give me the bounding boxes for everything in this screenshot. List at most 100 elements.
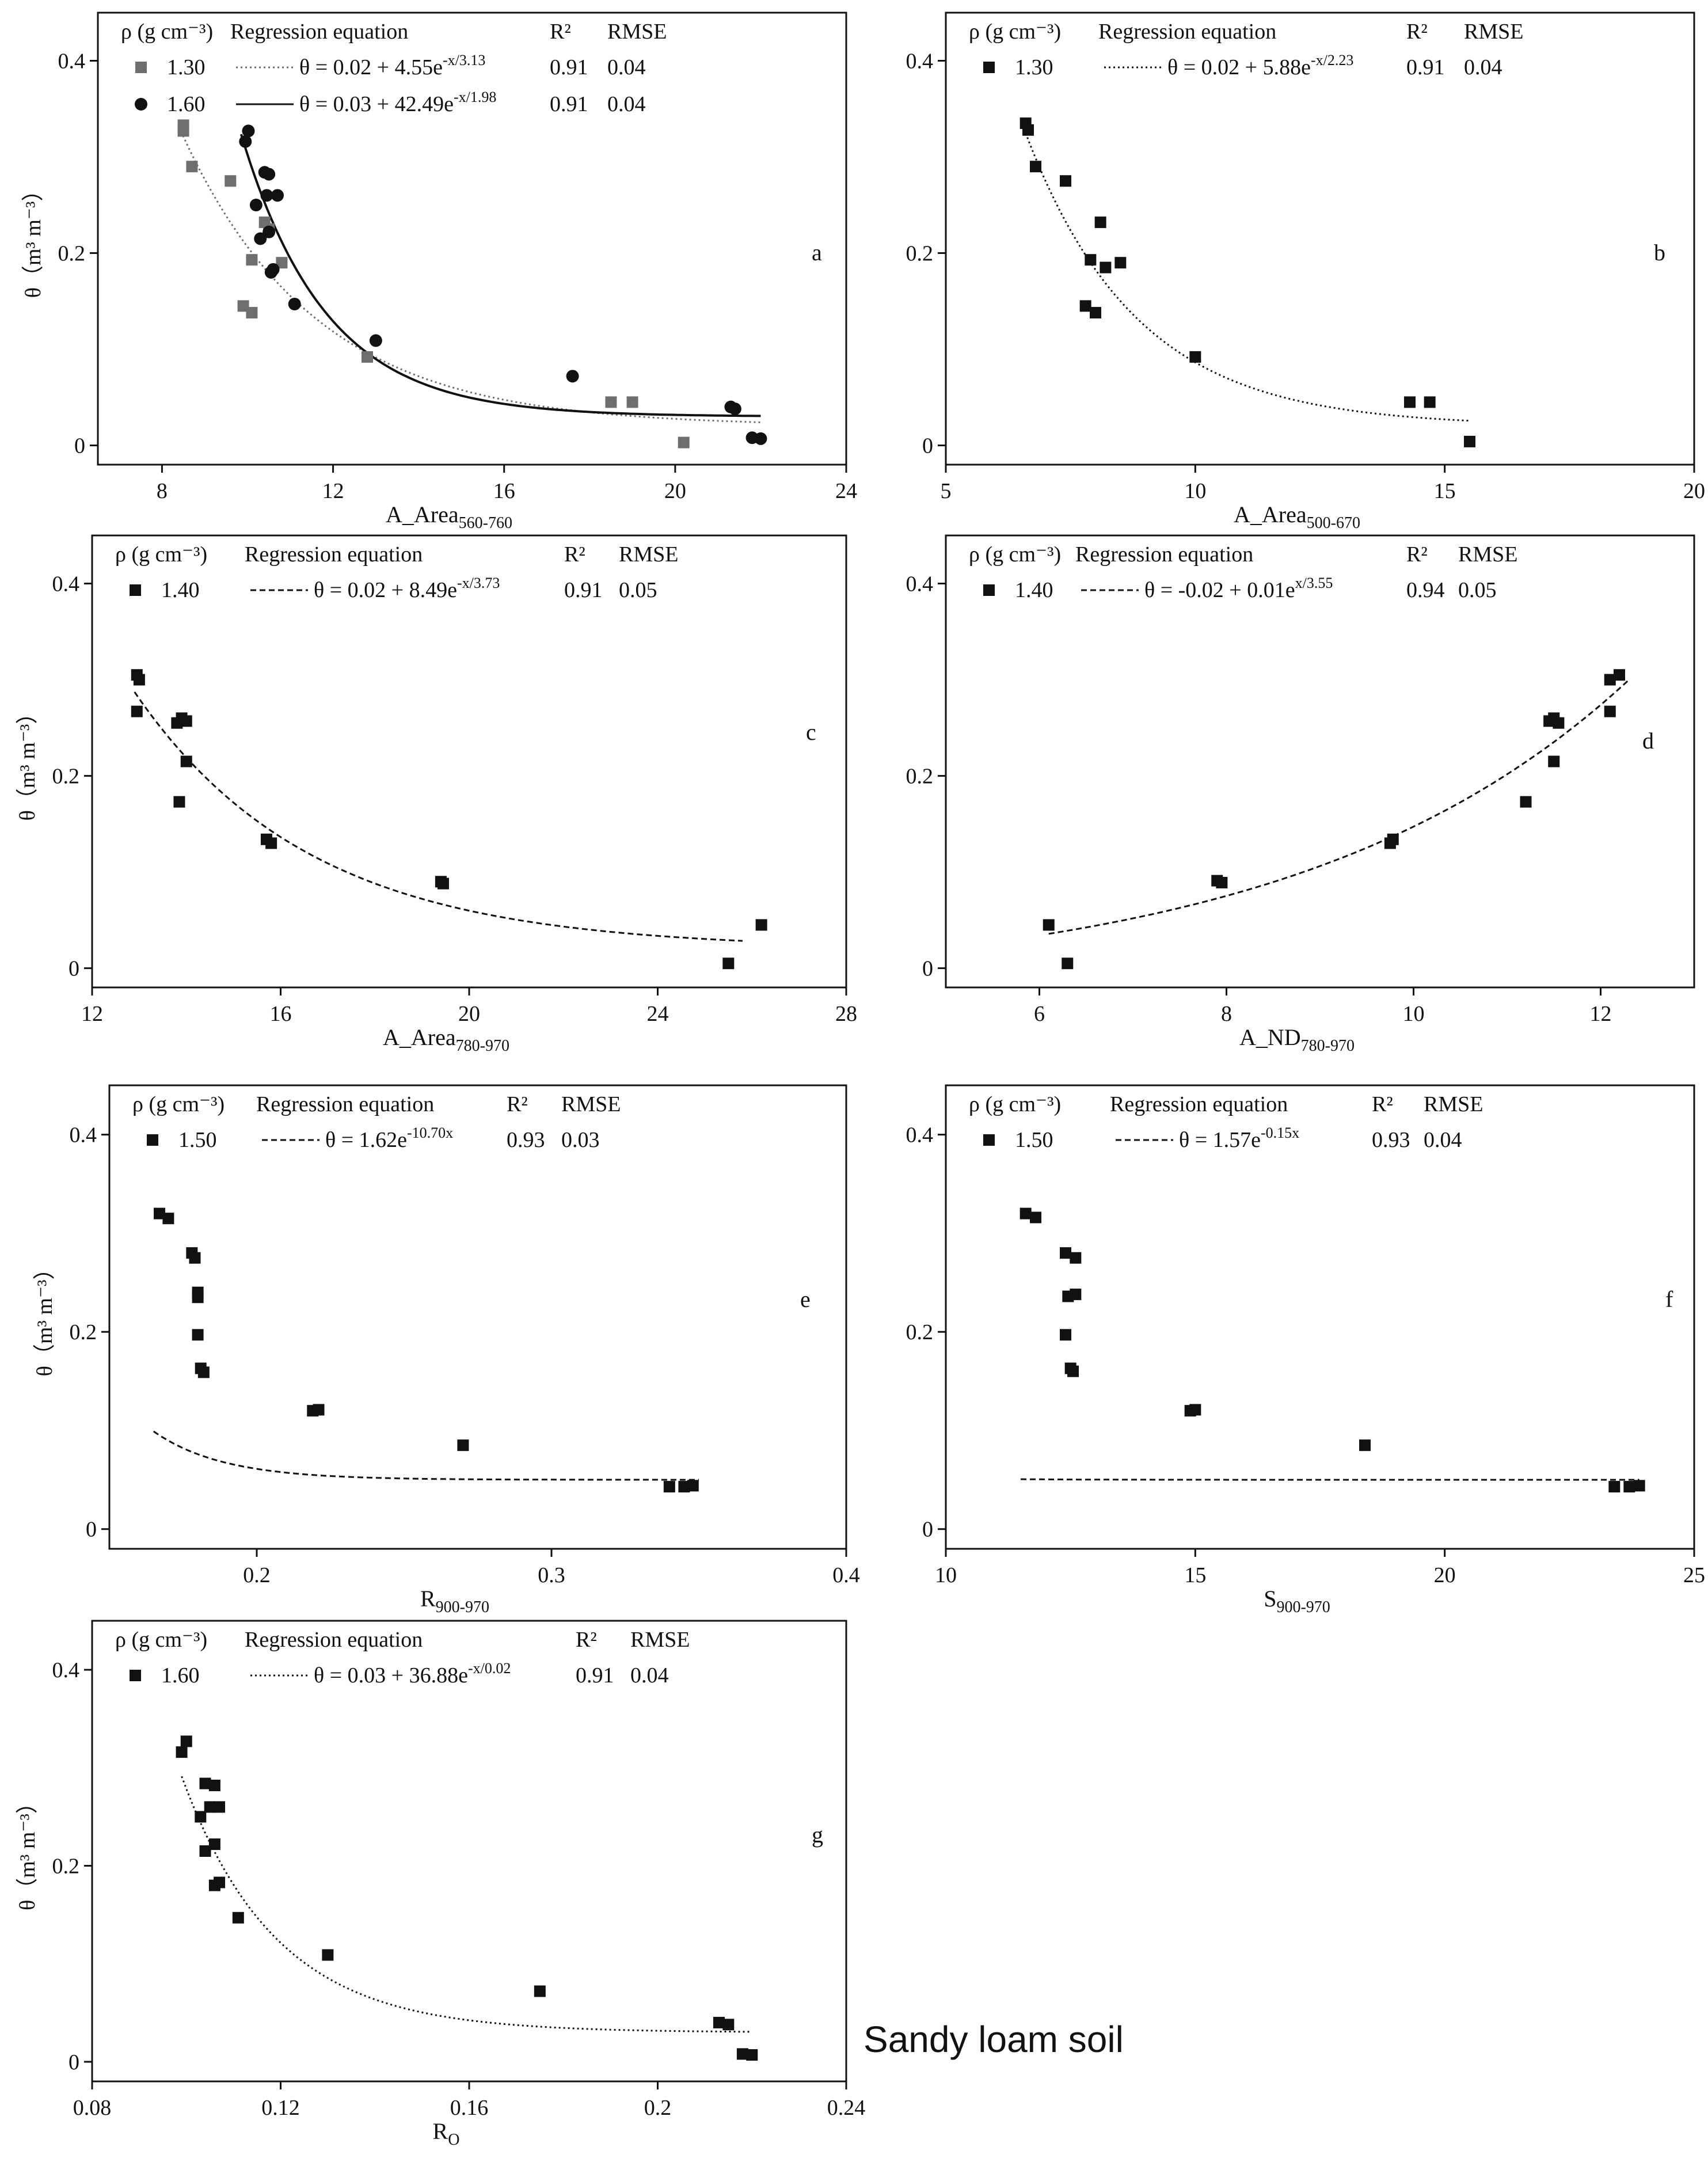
legend-header-rmse: RMSE <box>1458 542 1517 567</box>
legend-header-equation: Regression equation <box>1075 542 1253 567</box>
legend-rmse-value: 0.04 <box>607 92 646 116</box>
legend-header-r2: R² <box>576 1628 597 1652</box>
data-point <box>131 705 143 717</box>
data-point <box>1114 257 1127 269</box>
legend-header-density: ρ (g cm⁻³) <box>115 542 207 567</box>
y-axis-label: θ（m³ m⁻³） <box>21 180 45 298</box>
y-tick-label: 0.4 <box>70 1123 97 1148</box>
y-tick-label: 0.4 <box>906 50 934 74</box>
legend-r2-value: 0.91 <box>1406 55 1445 79</box>
data-point <box>1608 1481 1620 1493</box>
data-point <box>1216 876 1228 888</box>
data-point <box>605 396 617 408</box>
data-point <box>199 1845 211 1857</box>
x-axis-label: S900-970 <box>1264 1586 1330 1616</box>
legend-header-rmse: RMSE <box>561 1092 621 1116</box>
data-point <box>246 307 258 319</box>
x-tick-label: 0.3 <box>538 1563 565 1587</box>
panel-letter: g <box>812 1822 823 1848</box>
legend-equation: θ = 0.02 + 8.49e-x/3.73 <box>314 575 500 602</box>
data-point <box>208 1838 220 1851</box>
legend-density-value: 1.50 <box>178 1128 217 1152</box>
data-point <box>755 919 767 931</box>
data-point <box>369 334 382 347</box>
x-axis-label: A_Area500-670 <box>1234 501 1360 532</box>
y-tick-label: 0.2 <box>906 765 934 789</box>
data-point <box>180 1735 192 1747</box>
data-point <box>195 1811 207 1823</box>
y-tick-label: 0 <box>922 434 933 458</box>
data-point <box>265 837 277 849</box>
legend-r2-value: 0.91 <box>576 1663 614 1688</box>
data-point <box>1424 396 1436 408</box>
data-point <box>678 436 690 449</box>
legend-header-rmse: RMSE <box>630 1628 690 1652</box>
x-tick-label: 20 <box>1683 479 1705 503</box>
plot-frame <box>945 534 1695 989</box>
data-point <box>1070 1289 1082 1301</box>
y-tick-label: 0.4 <box>906 1123 934 1148</box>
data-point <box>1062 957 1074 970</box>
fit-curve-1.40 <box>134 691 743 942</box>
y-tick-label: 0 <box>69 957 79 981</box>
data-point <box>154 1207 166 1219</box>
y-tick-label: 0.2 <box>58 242 86 266</box>
x-tick-label: 24 <box>647 1002 669 1026</box>
panel-letter: e <box>800 1286 811 1312</box>
data-point <box>1387 833 1399 845</box>
y-tick-label: 0.4 <box>58 50 86 74</box>
legend-density-value: 1.50 <box>1015 1128 1053 1152</box>
y-tick-label: 0.2 <box>52 1855 80 1879</box>
y-tick-label: 0.2 <box>906 1320 934 1344</box>
legend-header-rmse: RMSE <box>619 542 678 567</box>
y-tick-label: 0.4 <box>52 572 80 596</box>
y-tick-label: 0 <box>922 1518 933 1542</box>
legend-marker <box>983 1134 995 1146</box>
legend-header-r2: R² <box>564 542 585 567</box>
legend-header-r2: R² <box>1406 542 1428 567</box>
plot-frame <box>97 12 847 466</box>
y-tick-label: 0.4 <box>906 572 934 596</box>
fit-curve-1.60 <box>239 134 761 417</box>
legend-r2-value: 0.94 <box>1406 578 1445 602</box>
legend-marker <box>130 1670 141 1681</box>
data-point <box>246 254 258 266</box>
data-point <box>1030 1211 1041 1224</box>
data-point <box>260 189 273 202</box>
legend-header-density: ρ (g cm⁻³) <box>969 20 1061 44</box>
data-point <box>214 1876 226 1889</box>
legend-rmse-value: 0.04 <box>607 55 646 79</box>
legend-equation: θ = -0.02 + 0.01ex/3.55 <box>1144 575 1333 602</box>
legend-equation: θ = 1.62e-10.70x <box>325 1124 453 1152</box>
legend-header-equation: Regression equation <box>245 1628 423 1652</box>
legend-header-rmse: RMSE <box>1424 1092 1483 1116</box>
y-tick-label: 0 <box>69 2050 79 2074</box>
data-point <box>1553 717 1565 729</box>
y-axis-label: θ（m³ m⁻³） <box>16 1792 40 1910</box>
data-point <box>1604 705 1616 717</box>
x-tick-label: 0.24 <box>827 2096 866 2120</box>
panel-a: 8 12 16 20 24 0 0.2 0.4 A_Area560-760 θ（m³ m⁻³） a ρ… <box>21 12 857 532</box>
data-point <box>1043 919 1055 931</box>
x-axis-label: A_Area560-760 <box>386 501 512 532</box>
plot-frame <box>945 12 1695 466</box>
data-point <box>1060 1247 1071 1259</box>
legend-header-r2: R² <box>1406 20 1428 44</box>
x-axis-label: RO <box>433 2118 460 2149</box>
data-point <box>534 1985 546 1997</box>
data-point <box>746 2049 758 2061</box>
x-tick-label: 6 <box>1034 1002 1045 1026</box>
data-point <box>199 1777 211 1789</box>
data-point <box>687 1480 699 1492</box>
data-point <box>249 199 263 212</box>
plot-frame <box>945 1084 1695 1550</box>
plot-frame <box>108 1084 847 1550</box>
data-point <box>173 796 185 808</box>
y-tick-label: 0 <box>922 957 933 981</box>
legend-r2-value: 0.91 <box>550 92 588 116</box>
y-tick-label: 0.4 <box>52 1658 80 1682</box>
data-point <box>713 2016 725 2028</box>
fit-curve-1.40 <box>1048 679 1630 935</box>
data-point <box>186 161 198 173</box>
data-point <box>239 135 252 148</box>
